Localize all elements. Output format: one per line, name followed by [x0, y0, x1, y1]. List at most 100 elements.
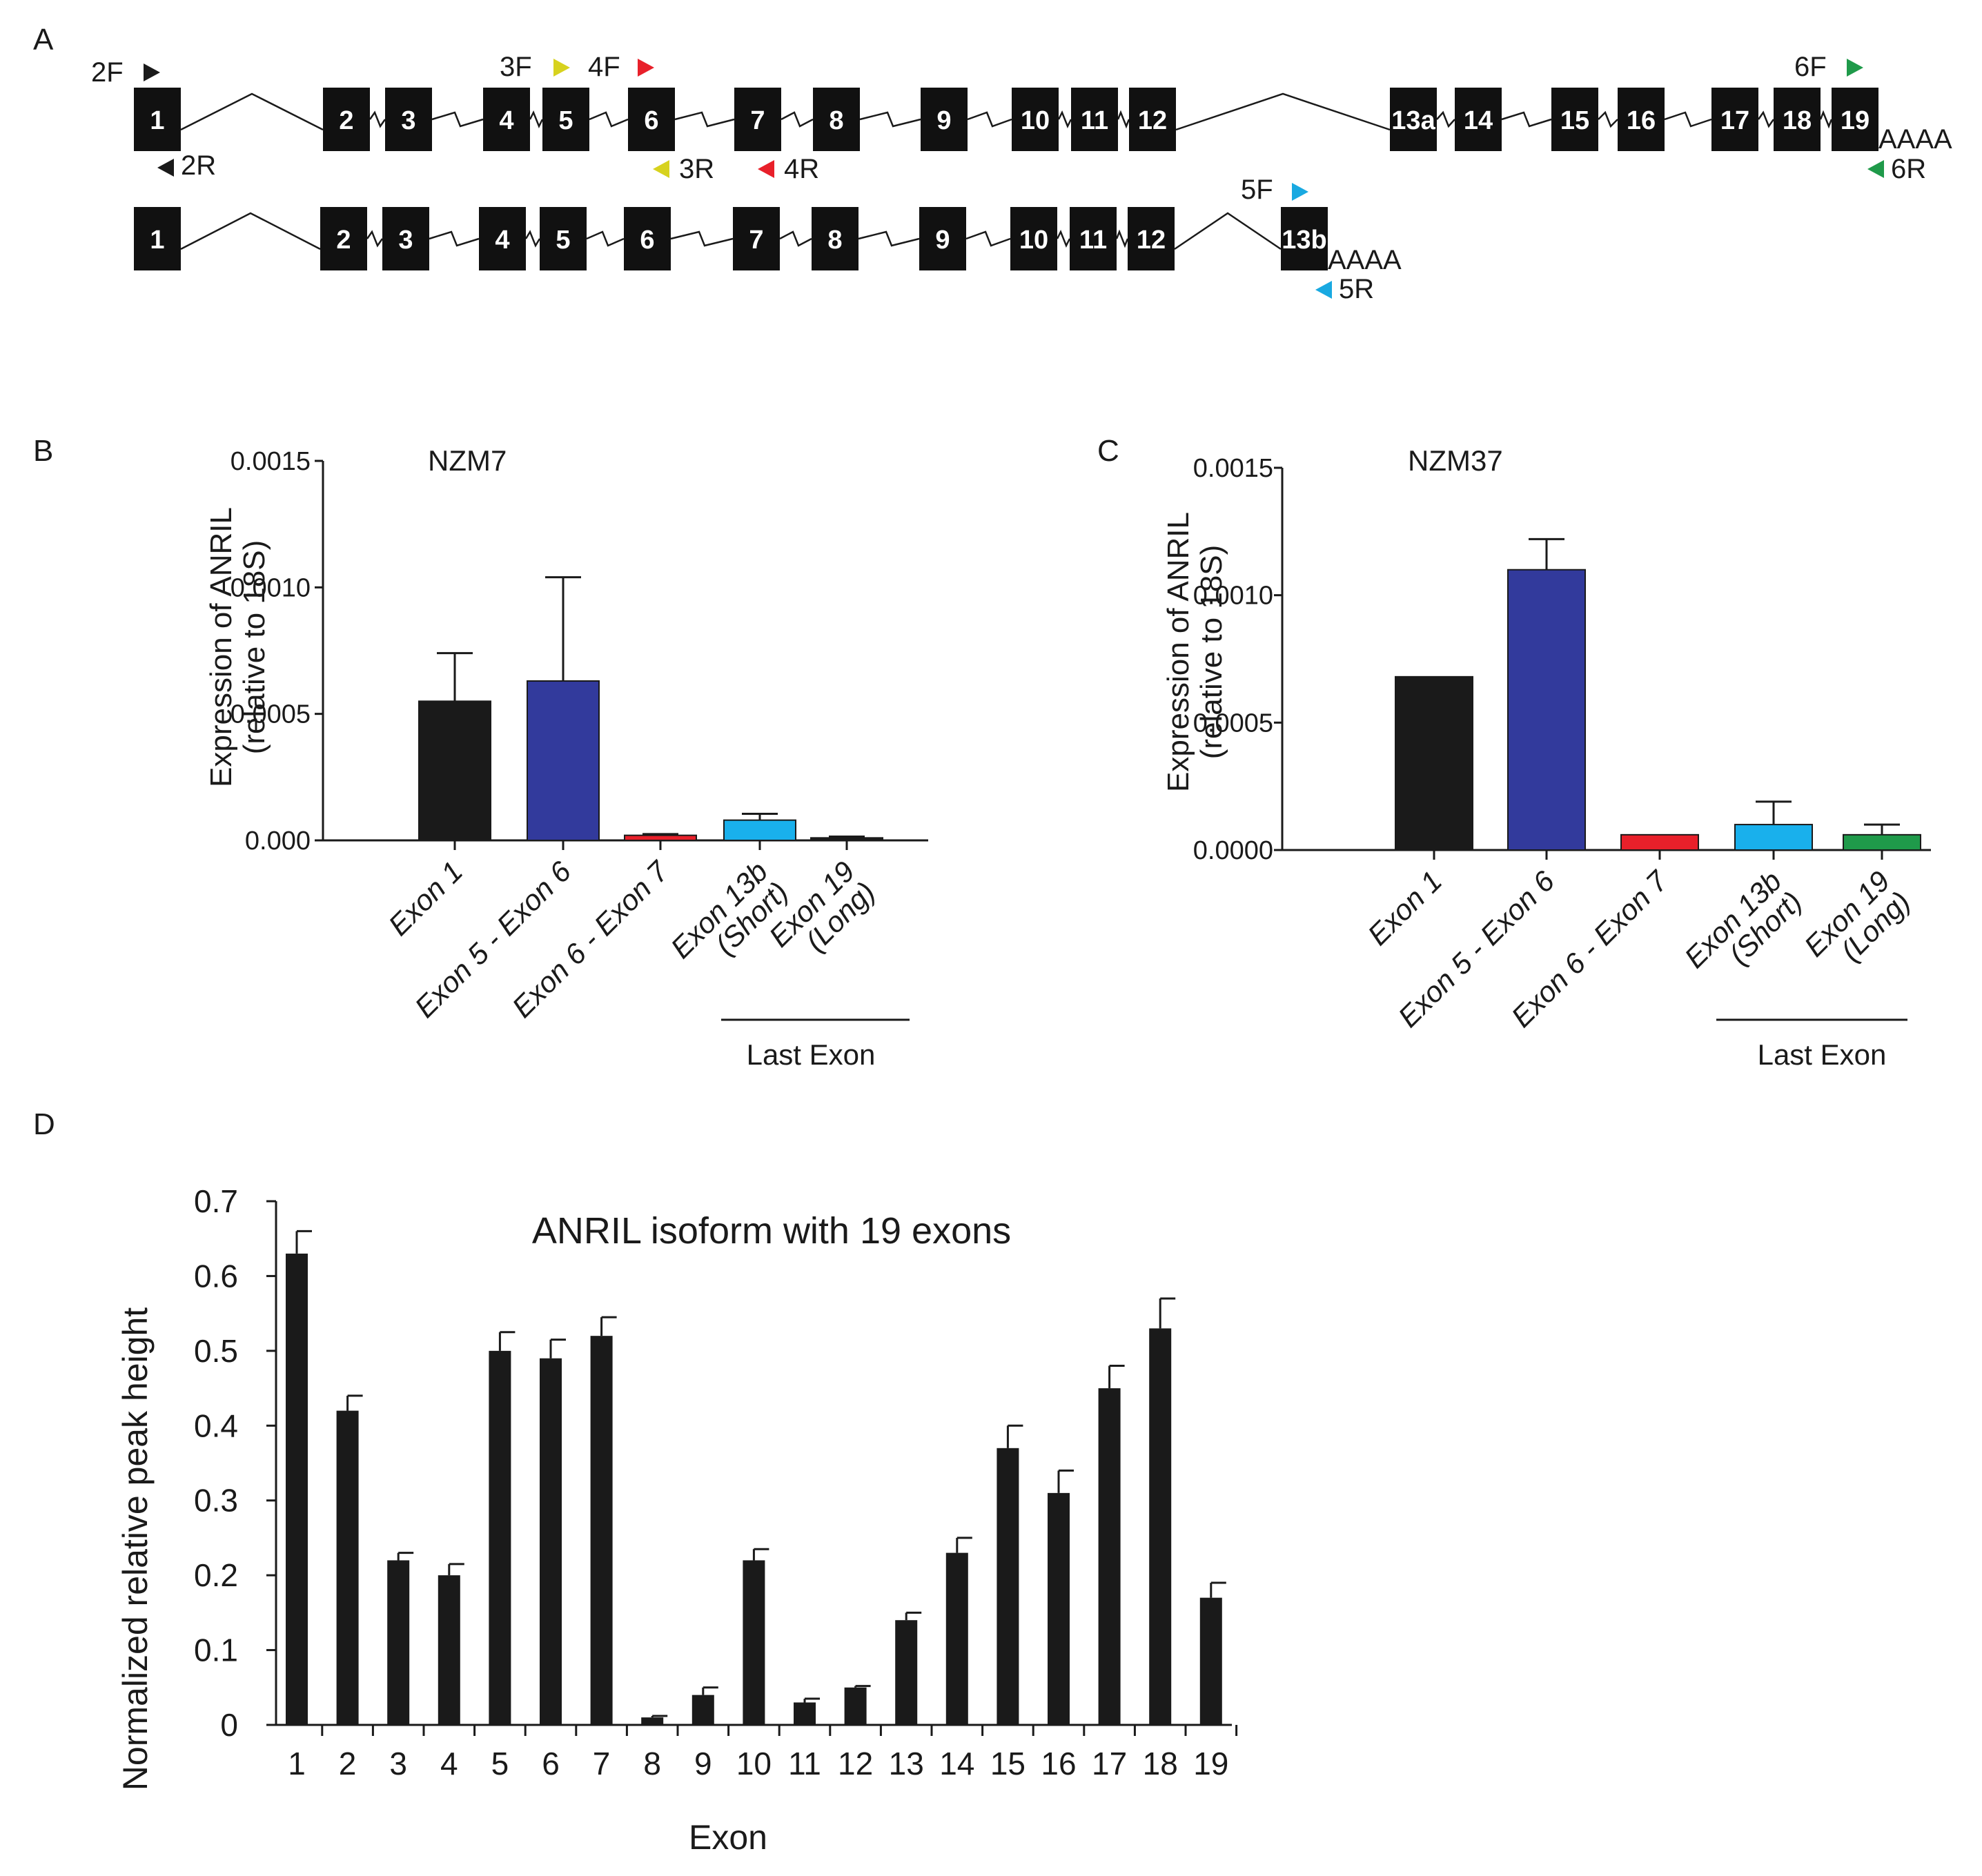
- chart-b-y-tick-label: 0.0010: [230, 573, 311, 602]
- primer-5f-arrow: [1292, 183, 1308, 201]
- chart-d-bar: [844, 1687, 867, 1725]
- long-isoform-exon-box: [1455, 88, 1502, 151]
- short-isoform-exon-box: [1070, 207, 1117, 270]
- chart-c-category-label: Exon 1: [1362, 865, 1449, 951]
- primer-2r-arrow: [157, 159, 174, 177]
- short-isoform-exon-label: 12: [1137, 226, 1166, 255]
- chart-d-bar: [438, 1575, 460, 1725]
- chart-c-y-tick-label: 0.0000: [1193, 836, 1273, 865]
- chart-d-x-tick-label: 5: [491, 1746, 509, 1781]
- chart-d-bar: [997, 1448, 1019, 1725]
- long-isoform-exon-box: [1071, 88, 1118, 151]
- long-isoform-exon-box: [134, 88, 181, 151]
- primer-5r-arrow: [1315, 281, 1332, 299]
- short-isoform-intron-line: [670, 230, 734, 247]
- short-isoform-exon-box: [812, 207, 858, 270]
- chart-d-y-tick-label: 0.1: [194, 1632, 238, 1668]
- long-isoform-exon-label: 11: [1081, 106, 1108, 135]
- long-isoform-exon-label: 5: [558, 106, 573, 135]
- chart-d-y-tick-label: 0: [220, 1707, 238, 1743]
- chart-d-x-tick-label: 19: [1193, 1746, 1228, 1781]
- long-isoform-intron-line: [180, 92, 324, 131]
- short-isoform-intron-line: [586, 230, 625, 247]
- short-isoform-exon-box: [919, 207, 966, 270]
- chart-d-x-tick-label: 11: [788, 1746, 821, 1781]
- panel-letter-d: D: [33, 1107, 55, 1141]
- chart-c-bar: [1507, 569, 1586, 851]
- chart-d-title: ANRIL isoform with 19 exons: [532, 1210, 1011, 1252]
- short-isoform-exon-label: 11: [1079, 226, 1107, 255]
- short-isoform-intron-line: [524, 230, 541, 248]
- short-isoform-exon-label: 1: [150, 226, 164, 255]
- chart-b-category-label: Exon 1: [382, 855, 469, 942]
- short-isoform-exon-label: 4: [495, 226, 509, 255]
- primer-2f-label: 2F: [91, 57, 124, 88]
- short-isoform-intron-line: [1115, 229, 1129, 248]
- chart-d-xlabel: Exon: [689, 1818, 767, 1857]
- long-isoform-exon-label: 8: [829, 106, 843, 135]
- primer-4r-arrow: [758, 160, 774, 178]
- long-isoform-exon-box: [1618, 88, 1665, 151]
- chart-d-bar: [387, 1560, 410, 1725]
- chart-d-x-tick-label: 9: [694, 1746, 712, 1781]
- chart-b-bar: [624, 834, 697, 841]
- short-isoform-intron-line: [779, 230, 812, 247]
- long-isoform-exon-box: [1129, 88, 1176, 151]
- long-isoform-exon-label: 4: [499, 106, 513, 135]
- chart-d-bar: [945, 1552, 968, 1725]
- chart-b-ylabel-1: Expression of ANRIL: [204, 507, 238, 787]
- long-isoform-intron-line: [1117, 110, 1130, 129]
- short-isoform-exon-label: 13b: [1282, 226, 1326, 255]
- short-isoform-exon-label: 6: [640, 226, 654, 255]
- short-isoform-exon-label: 5: [556, 226, 570, 255]
- panel-letter-a: A: [33, 23, 54, 57]
- long-isoform-exon-box: [1551, 88, 1598, 151]
- chart-exon-peak-heights: ANRIL isoform with 19 exons Normalized r…: [116, 1183, 1238, 1857]
- chart-d-x-tick-label: 3: [389, 1746, 407, 1781]
- chart-d-bar: [336, 1410, 359, 1725]
- long-isoform-exon-box: [483, 88, 530, 151]
- chart-d-bar: [1149, 1328, 1172, 1725]
- primer-6r-label: 6R: [1891, 154, 1926, 184]
- primer-6f-label: 6F: [1794, 52, 1827, 82]
- chart-d-bar: [1048, 1492, 1070, 1725]
- chart-d-ylabel: Normalized relative peak height: [116, 1307, 155, 1790]
- short-isoform-intron-line: [1174, 212, 1282, 250]
- chart-c-title: NZM37: [1408, 444, 1503, 477]
- chart-c-y-tick-label: 0.0015: [1193, 454, 1273, 483]
- chart-b-y-tick-label: 0.0005: [230, 700, 311, 729]
- long-isoform-exon-box: [921, 88, 968, 151]
- chart-d-x-tick-label: 13: [889, 1746, 924, 1781]
- chart-b-bar: [723, 819, 796, 841]
- primer-6r-arrow: [1867, 160, 1884, 178]
- short-isoform-exon-label: 7: [749, 226, 763, 255]
- chart-b-title: NZM7: [428, 444, 507, 477]
- long-isoform-exon-label: 12: [1138, 106, 1167, 135]
- chart-c-bar: [1734, 824, 1813, 851]
- long-isoform-exon-box: [1774, 88, 1821, 151]
- chart-nzm7: NZM7 Expression of ANRIL (relative to 18…: [204, 444, 928, 1071]
- long-isoform-intron-line: [674, 111, 735, 128]
- long-isoform-intron-line: [859, 111, 921, 128]
- primer-3r-arrow: [653, 160, 669, 178]
- chart-d-y-tick-label: 0.6: [194, 1258, 238, 1294]
- short-isoform-intron-line: [965, 230, 1011, 247]
- chart-c-bar: [1843, 833, 1921, 851]
- gene-structure-diagram: 1 2 3 4 5 6 7 8 9 10 11 12 13a 14 15 16 17 18 191 2 3 4 5 6 7 8 9 1…: [91, 52, 1952, 304]
- chart-d-bar: [489, 1350, 511, 1725]
- chart-b-group-label: Last Exon: [747, 1038, 876, 1071]
- long-isoform-intron-line: [1501, 111, 1552, 128]
- short-isoform-exon-box: [1010, 207, 1057, 270]
- primer-2f-arrow: [144, 63, 160, 81]
- primer-4f-label: 4F: [588, 52, 620, 82]
- chart-d-x-tick-label: 15: [990, 1746, 1026, 1781]
- long-isoform-exon-box: [385, 88, 432, 151]
- chart-c-y-tick-label: 0.0010: [1193, 582, 1273, 611]
- primer-4r-label: 4R: [784, 154, 819, 184]
- chart-b-y-tick-label: 0.0015: [230, 447, 311, 476]
- chart-d-x-tick-label: 14: [939, 1746, 974, 1781]
- short-isoform-intron-line: [858, 230, 920, 247]
- short-isoform-exon-label: 9: [935, 226, 950, 255]
- chart-c-y-tick-label: 0.0005: [1193, 709, 1273, 738]
- primer-3f-label: 3F: [500, 52, 532, 82]
